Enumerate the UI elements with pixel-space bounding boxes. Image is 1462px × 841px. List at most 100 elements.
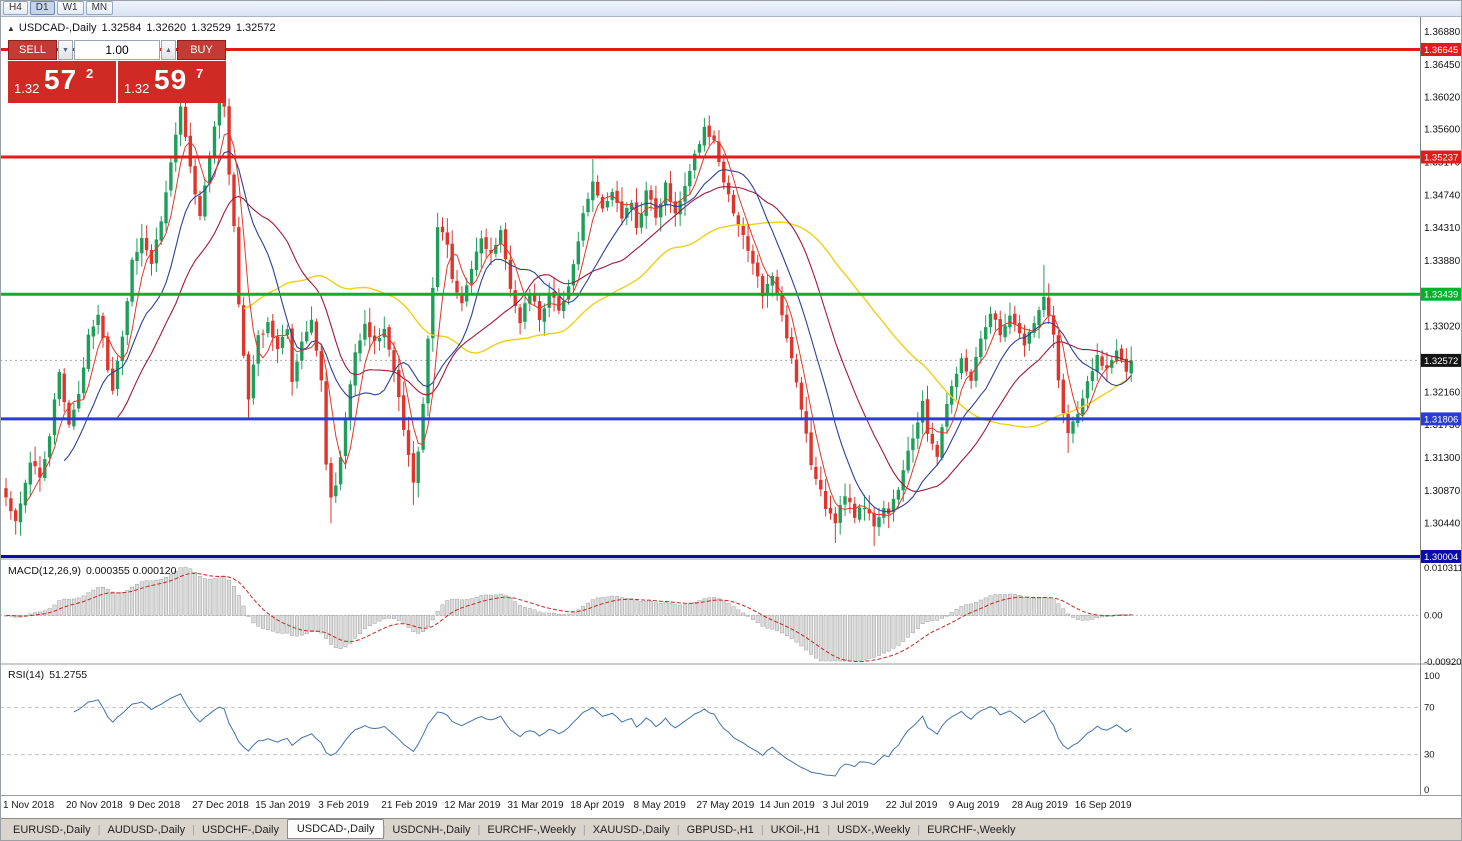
candle (440, 217, 445, 241)
macd-histogram-bar (857, 615, 862, 662)
ohlc-low: 1.32529 (191, 22, 231, 34)
macd-histogram-bar (731, 606, 736, 616)
timeframe-button-h4[interactable]: H4 (3, 1, 28, 15)
date-axis[interactable]: 1 Nov 2018 20 Nov 2018 9 Dec 2018 27 Dec 20… (3, 800, 1132, 811)
sell-price-panel[interactable]: 1.32 57 2 (8, 61, 116, 103)
buy-button[interactable]: BUY (177, 40, 226, 60)
candle (319, 344, 323, 392)
volume-decrease-button[interactable]: ▼ (58, 40, 73, 60)
candle (256, 330, 260, 377)
date-tick-label: 21 Feb 2019 (381, 800, 438, 811)
timeframe-button-mn[interactable]: MN (85, 1, 114, 15)
macd-histogram-bar (110, 591, 115, 616)
macd-histogram-bar (799, 615, 804, 647)
tab-usdcnh-daily[interactable]: USDCNH-,Daily (392, 824, 471, 836)
chart-header: ▲ USDCAD-,Daily 1.32584 1.32620 1.32529 1.325… (7, 22, 276, 34)
candle (678, 191, 682, 226)
macd-histogram-bar (847, 615, 852, 662)
candle (1013, 305, 1017, 332)
candle (9, 491, 13, 520)
macd-histogram-bar (101, 587, 105, 616)
candle (198, 190, 202, 221)
candle (125, 297, 129, 346)
macd-histogram-bar (440, 604, 445, 616)
macd-histogram-bar (426, 615, 430, 627)
candle (275, 328, 280, 363)
macd-histogram-bar (886, 615, 891, 652)
macd-histogram-bar (789, 615, 794, 640)
candle (513, 280, 517, 313)
tab-usdx-weekly[interactable]: USDX-,Weekly (837, 824, 911, 836)
rsi-axis-label: 100 (1424, 671, 1440, 682)
candle (1003, 313, 1007, 342)
macd-histogram-bar (833, 615, 838, 662)
macd-histogram-bar (367, 615, 372, 626)
tab-xauusd-daily[interactable]: XAUUSD-,Daily (592, 824, 670, 836)
macd-histogram-bar (401, 615, 406, 625)
timeframe-button-w1[interactable]: W1 (56, 1, 84, 15)
macd-histogram-bar (605, 596, 610, 616)
levels-layer (0, 48, 1420, 558)
candle (877, 507, 881, 536)
macd-histogram-bar (775, 615, 780, 632)
buy-price-panel[interactable]: 1.32 59 7 (118, 61, 226, 103)
candle (794, 353, 799, 388)
tab-eurchf-weekly[interactable]: EURCHF-,Weekly (927, 824, 1016, 836)
macd-histogram-bar (542, 612, 547, 616)
tab-usdcad-daily[interactable]: USDCAD-,Daily (286, 819, 385, 839)
candle (984, 315, 988, 351)
volume-input[interactable] (74, 40, 160, 60)
candle (479, 230, 483, 268)
candle (838, 496, 842, 535)
candle (523, 294, 527, 330)
candle (4, 477, 8, 507)
macd-histogram-bar (222, 576, 227, 616)
tab-usdchf-daily[interactable]: USDCHF-,Daily (201, 824, 279, 836)
tab-ukoil-h1[interactable]: UKOil-,H1 (770, 824, 821, 836)
ohlc-high: 1.32620 (146, 22, 187, 34)
volume-increase-button[interactable]: ▲ (161, 40, 176, 60)
ohlc-close: 1.32572 (235, 22, 276, 34)
candle (460, 286, 464, 312)
macd-histogram-bar (838, 615, 843, 662)
macd-histogram-bar (387, 615, 392, 619)
price-axis[interactable]: 1.368801.364501.360201.356001.351701.347… (1421, 27, 1462, 563)
macd-histogram-bar (1007, 593, 1012, 616)
macd-histogram-bar (760, 615, 765, 627)
macd-histogram-bar (265, 615, 270, 630)
macd-histogram-bar (1022, 596, 1027, 616)
macd-histogram-bar (1032, 598, 1037, 616)
candle (469, 260, 474, 294)
trade-panel-toggle-icon[interactable]: ▲ (7, 24, 15, 33)
macd-histogram-bar (619, 597, 624, 616)
macd-histogram-bar (901, 615, 906, 642)
tab-audusd-daily[interactable]: AUDUSD-,Daily (107, 824, 186, 836)
candle (760, 273, 765, 309)
macd-histogram-bar (624, 598, 629, 616)
macd-histogram-bar (314, 615, 319, 632)
timeframe-button-d1[interactable]: D1 (29, 1, 55, 15)
rsi-axis-label: 30 (1424, 750, 1435, 761)
macd-histogram-bar (993, 594, 998, 616)
sell-price-big: 57 (44, 64, 78, 95)
candle (169, 158, 173, 197)
candle (77, 380, 81, 413)
tab-eurchf-weekly[interactable]: EURCHF-,Weekly (487, 824, 576, 836)
macd-histogram-bar (1051, 599, 1056, 616)
candle (227, 98, 231, 186)
candle (348, 380, 352, 431)
macd-histogram-bar (33, 612, 38, 616)
macd-histogram-bar (518, 605, 523, 616)
candle (1061, 373, 1065, 424)
macd-histogram-bar (653, 602, 658, 616)
candle (911, 424, 915, 463)
candle (848, 483, 852, 514)
macd-histogram-bar (920, 615, 925, 624)
tab-gbpusd-h1[interactable]: GBPUSD-,H1 (686, 824, 754, 836)
macd-histogram-bar (974, 601, 978, 616)
tab-eurusd-daily[interactable]: EURUSD-,Daily (13, 824, 91, 836)
sell-button[interactable]: SELL (8, 40, 57, 60)
macd-histogram-bar (537, 611, 542, 616)
candle (111, 356, 115, 395)
